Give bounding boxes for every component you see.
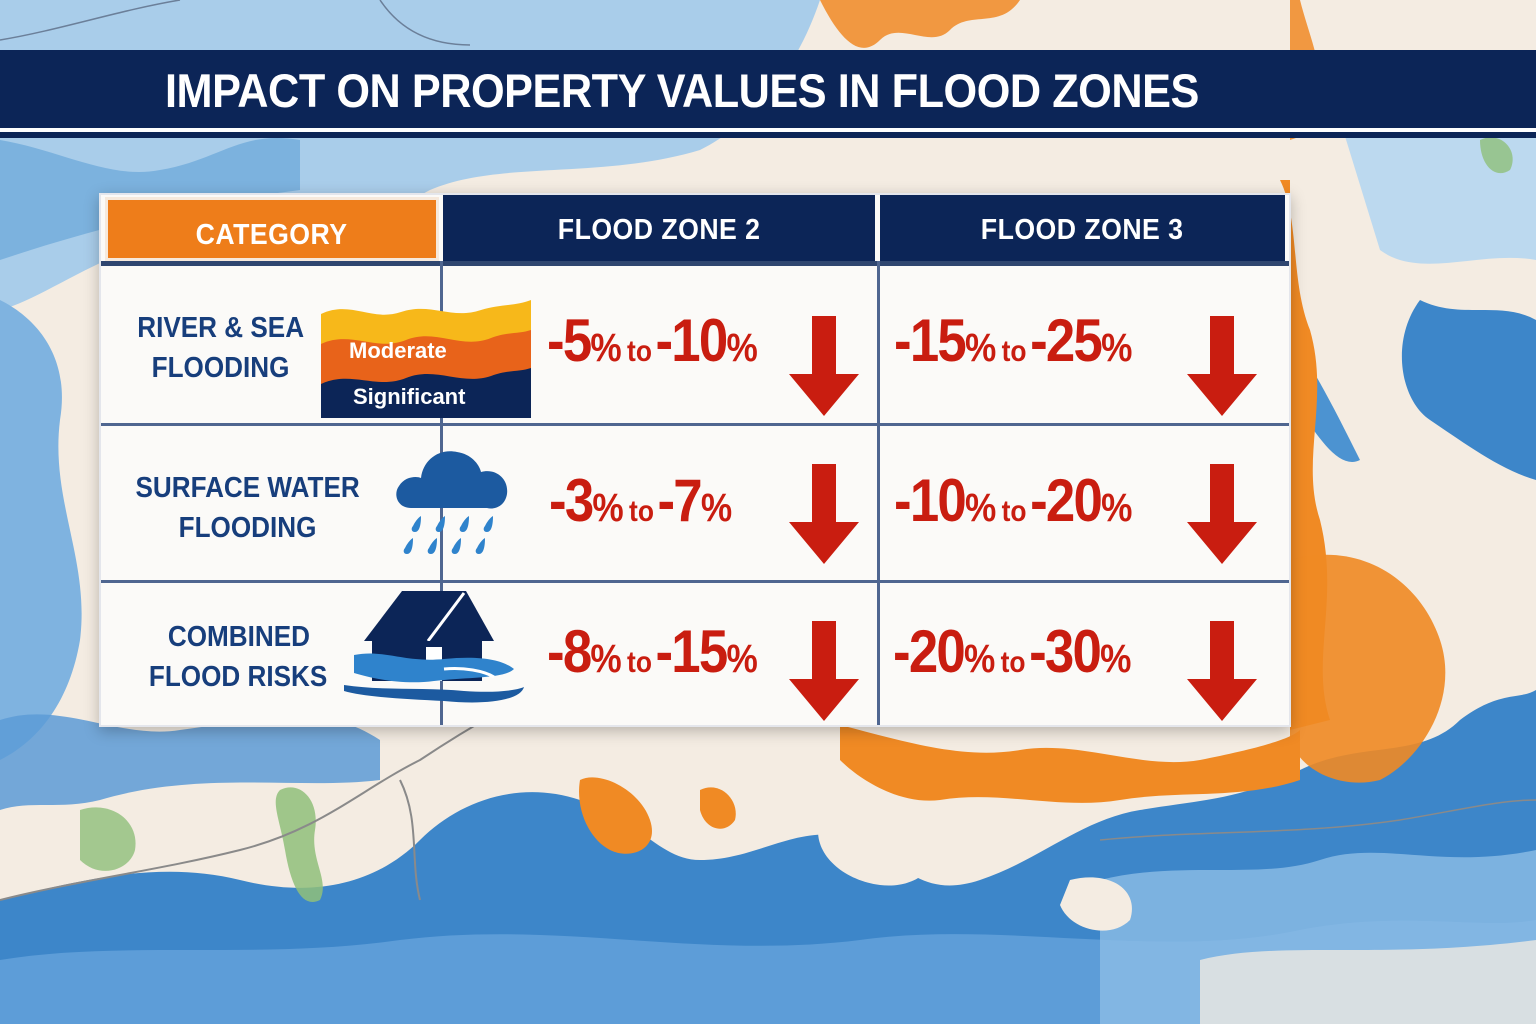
down-arrow-icon xyxy=(1187,316,1257,416)
table-row-surface-water: SURFACE WATER FLOODING -3% to -7% xyxy=(101,426,1289,580)
table-row-combined: COMBINED FLOOD RISKS -8% to -15% -20% to -30… xyxy=(101,583,1289,725)
page-title: IMPACT ON PROPERTY VALUES IN FLOOD ZONES xyxy=(165,64,1199,117)
down-arrow-icon xyxy=(789,464,859,564)
down-arrow-icon xyxy=(1187,464,1257,564)
category-label: SURFACE WATER FLOODING xyxy=(135,472,361,544)
zone3-value: -20% to -30% xyxy=(893,618,1132,685)
zone2-value: -5% to -10% xyxy=(547,307,758,374)
header-flood-zone-2: FLOOD ZONE 2 xyxy=(443,195,875,261)
flooded-house-icon xyxy=(344,587,529,707)
svg-text:Moderate: Moderate xyxy=(349,338,447,363)
category-label: COMBINED FLOOD RISKS xyxy=(149,621,328,693)
wave-severity-icon: Moderate Significant xyxy=(321,300,531,418)
zone3-value: -15% to -25% xyxy=(894,307,1133,374)
zone2-value: -8% to -15% xyxy=(547,618,758,685)
category-label: RIVER & SEA FLOODING xyxy=(137,312,305,384)
row-divider xyxy=(101,580,1289,583)
svg-text:Significant: Significant xyxy=(353,384,466,409)
zone3-value: -10% to -20% xyxy=(894,467,1133,534)
down-arrow-icon xyxy=(789,621,859,721)
column-divider xyxy=(877,261,880,725)
down-arrow-icon xyxy=(789,316,859,416)
property-impact-table: CATEGORY FLOOD ZONE 2 FLOOD ZONE 3 RIVER… xyxy=(99,193,1291,727)
header-divider xyxy=(101,261,1289,266)
down-arrow-icon xyxy=(1187,621,1257,721)
rain-cloud-icon xyxy=(393,446,511,556)
header-category: CATEGORY xyxy=(105,197,439,261)
zone2-value: -3% to -7% xyxy=(549,467,733,534)
table-row-river-sea: RIVER & SEA FLOODING Moderate Significan… xyxy=(101,266,1289,423)
row-divider xyxy=(101,423,1289,426)
title-banner: IMPACT ON PROPERTY VALUES IN FLOOD ZONES xyxy=(0,50,1536,132)
header-flood-zone-3: FLOOD ZONE 3 xyxy=(880,195,1285,261)
